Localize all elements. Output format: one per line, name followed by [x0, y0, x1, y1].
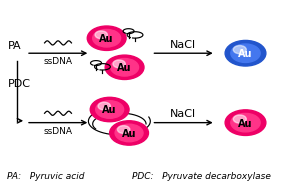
- Text: PDC: PDC: [8, 79, 31, 89]
- Circle shape: [233, 115, 246, 123]
- Circle shape: [98, 102, 110, 110]
- Circle shape: [93, 29, 121, 47]
- Text: Au: Au: [117, 63, 132, 73]
- Text: Au: Au: [238, 119, 253, 129]
- Text: ssDNA: ssDNA: [43, 57, 73, 66]
- Text: Au: Au: [99, 34, 114, 44]
- Circle shape: [225, 40, 266, 66]
- Text: NaCl: NaCl: [170, 109, 196, 119]
- Text: NaCl: NaCl: [170, 40, 196, 50]
- Circle shape: [95, 31, 107, 39]
- Text: PA:   Pyruvic acid: PA: Pyruvic acid: [7, 172, 84, 181]
- Circle shape: [113, 60, 125, 68]
- Circle shape: [115, 124, 143, 142]
- Circle shape: [231, 113, 260, 132]
- Circle shape: [87, 26, 126, 50]
- Circle shape: [96, 101, 124, 118]
- Circle shape: [110, 121, 148, 145]
- Circle shape: [105, 55, 144, 80]
- Circle shape: [233, 46, 246, 54]
- Text: Au: Au: [238, 49, 253, 59]
- Circle shape: [90, 97, 129, 122]
- Text: Au: Au: [122, 129, 136, 139]
- Text: PDC:   Pyruvate decarboxylase: PDC: Pyruvate decarboxylase: [132, 172, 271, 181]
- Circle shape: [225, 110, 266, 136]
- Text: ssDNA: ssDNA: [43, 127, 73, 136]
- Circle shape: [110, 59, 139, 76]
- Text: Au: Au: [103, 105, 117, 115]
- Circle shape: [118, 126, 130, 133]
- Circle shape: [231, 44, 260, 62]
- Text: PA: PA: [8, 41, 22, 51]
